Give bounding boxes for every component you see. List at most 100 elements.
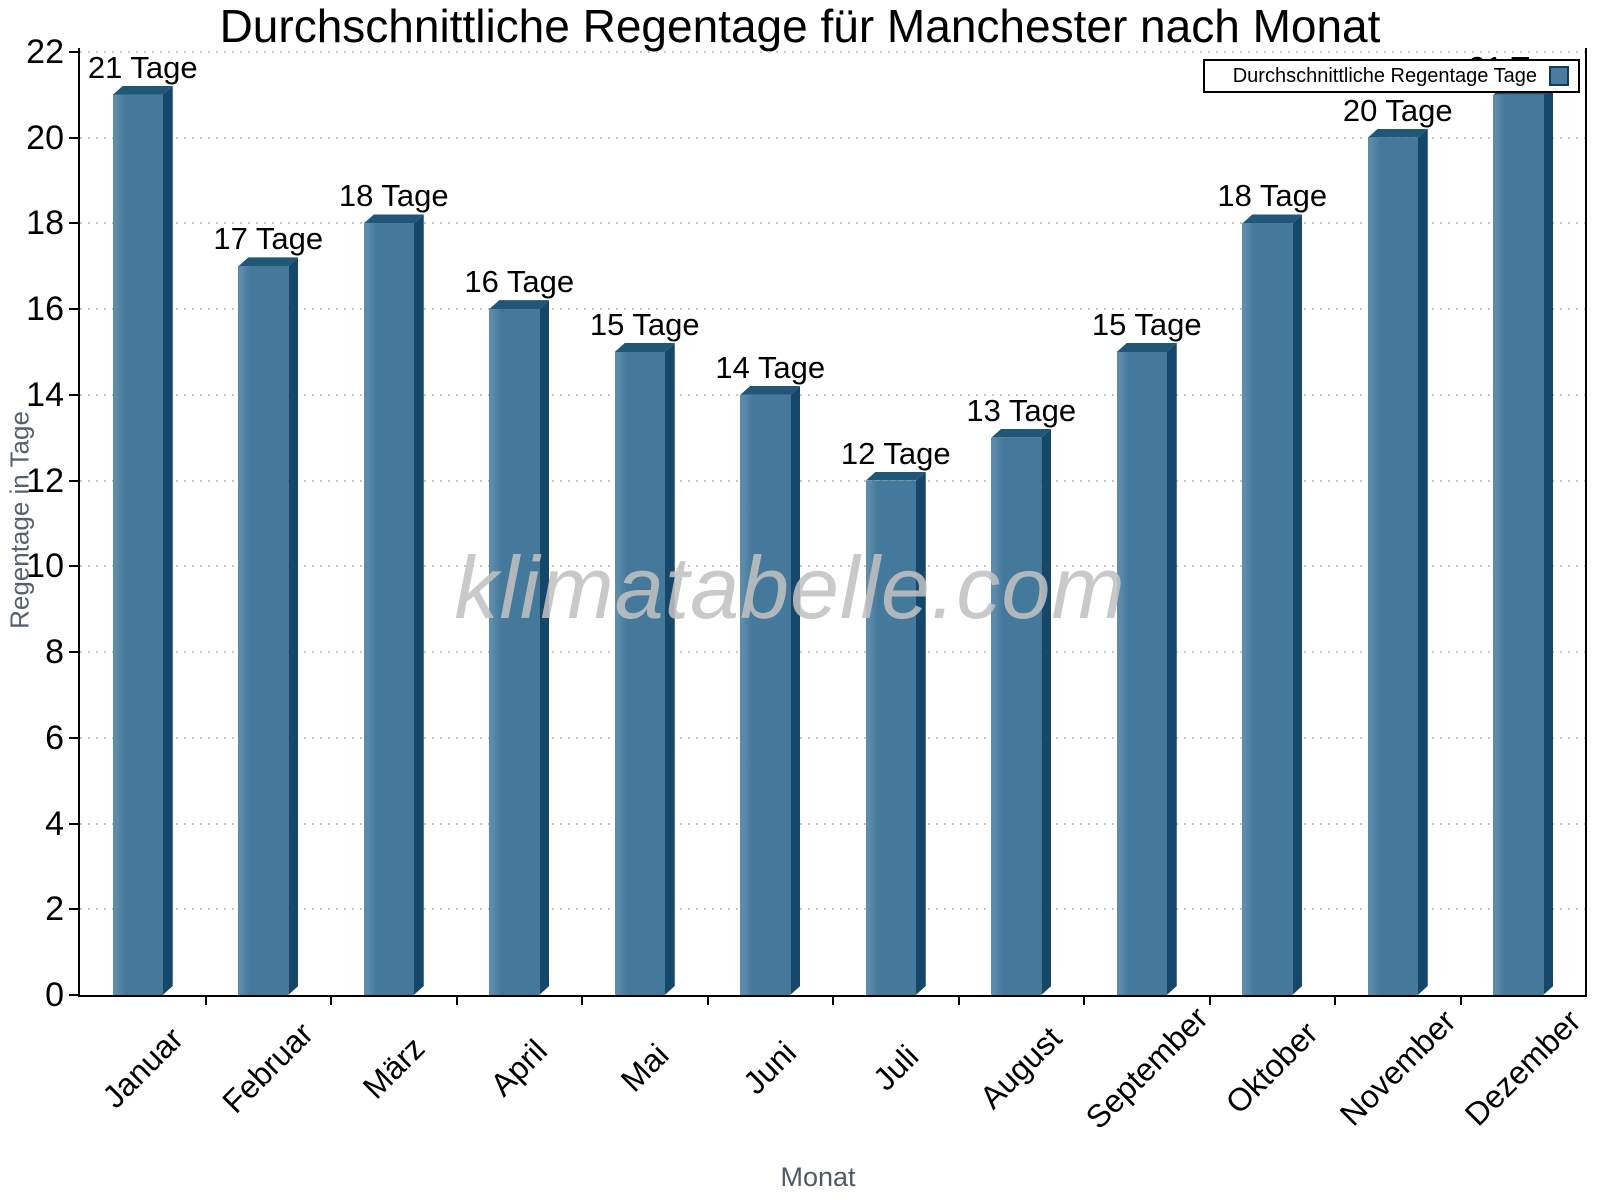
bar-value-label: 12 Tage: [840, 435, 951, 471]
x-axis-tick: [330, 995, 332, 1005]
bar-top-face: [1242, 214, 1303, 224]
bar-front-face: [489, 309, 540, 995]
bar-front-face: [1116, 352, 1167, 995]
bar-value-label: 15 Tage: [589, 307, 700, 343]
x-axis-tick: [957, 995, 960, 1005]
bar-top-face: [740, 385, 801, 395]
bar-side-face: [163, 86, 173, 995]
gridline: [80, 651, 1586, 654]
x-category-label: Januar: [95, 1020, 190, 1115]
bar-front-face: [1367, 137, 1418, 995]
bar-mai: [614, 343, 675, 995]
bar-april: [489, 300, 550, 995]
bar-side-face: [539, 300, 549, 995]
y-axis-tick: [69, 393, 79, 396]
y-tick-label: 20: [26, 118, 64, 157]
gridline: [80, 565, 1586, 568]
bar-top-face: [363, 214, 424, 224]
bar-juni: [740, 385, 801, 995]
x-axis-title: Monat: [780, 1162, 856, 1192]
bar-september: [1116, 343, 1177, 995]
right-axis-line: [1585, 48, 1587, 997]
bar-value-label: 17 Tage: [213, 221, 324, 257]
bar-side-face: [916, 472, 926, 995]
y-axis-title: Regentage in Tage: [4, 411, 35, 629]
bar-side-face: [1418, 129, 1428, 995]
bar-value-label: 14 Tage: [715, 349, 826, 385]
bar-front-face: [1242, 223, 1293, 995]
bar-side-face: [414, 214, 424, 995]
watermark: klimatabelle.com: [454, 538, 1126, 637]
bar-top-face: [489, 300, 550, 310]
y-tick-label: 14: [26, 375, 64, 414]
gridline: [80, 308, 1586, 311]
y-tick-label: 10: [26, 547, 64, 586]
chart-title: Durchschnittliche Regentage für Manchest…: [219, 0, 1381, 52]
bar-side-face: [665, 343, 675, 995]
bar-side-face: [1292, 214, 1302, 995]
bar-value-label: 15 Tage: [1091, 307, 1202, 343]
x-axis-tick: [1208, 995, 1211, 1005]
y-axis-tick: [69, 51, 79, 53]
y-tick-label: 8: [45, 633, 64, 672]
y-axis-tick: [69, 136, 79, 139]
bar-oktober: [1242, 214, 1303, 995]
gridline: [80, 736, 1586, 739]
y-axis-tick: [69, 822, 79, 825]
gridline: [80, 479, 1586, 482]
bar-juli: [865, 471, 926, 995]
gridline: [80, 393, 1586, 396]
bar-front-face: [865, 480, 916, 995]
bar-top-face: [1116, 343, 1177, 353]
legend-label: Durchschnittliche Regentage Tage: [1232, 64, 1537, 87]
bar-front-face: [238, 266, 289, 995]
y-tick-label: 22: [26, 33, 64, 71]
gridline: [80, 222, 1586, 225]
bar-top-face: [865, 471, 926, 481]
bar-januar: [112, 85, 173, 995]
bar-front-face: [614, 352, 665, 995]
gridline: [80, 908, 1586, 911]
bar-top-face: [112, 85, 173, 95]
bar-front-face: [1493, 94, 1544, 995]
bar-value-label: 18 Tage: [338, 178, 449, 214]
x-category-label: November: [1332, 1002, 1463, 1133]
bar-side-face: [1167, 343, 1177, 995]
x-axis-tick: [706, 995, 709, 1005]
x-category-label: Februar: [215, 1015, 321, 1120]
bar-front-face: [363, 223, 414, 995]
y-axis-tick: [69, 651, 79, 654]
y-tick-label: 2: [45, 890, 64, 929]
y-axis-line: [78, 48, 80, 997]
y-tick-label: 0: [45, 976, 64, 1014]
bar-top-face: [1367, 128, 1428, 138]
x-axis-tick: [1459, 995, 1462, 1005]
y-tick-label: 18: [26, 204, 64, 243]
bar-value-label: 21 Tage: [87, 49, 198, 85]
bar-front-face: [740, 394, 791, 995]
y-tick-label: 16: [26, 290, 64, 329]
y-tick-label: 4: [45, 804, 64, 843]
x-axis-line: [78, 995, 1587, 997]
bar-value-label: 20 Tage: [1342, 92, 1453, 128]
bar-side-face: [790, 386, 800, 995]
y-axis-tick: [69, 479, 79, 482]
bar-value-label: 18 Tage: [1217, 178, 1328, 214]
y-tick-label: 6: [45, 718, 64, 757]
x-axis-tick: [1083, 995, 1085, 1005]
gridline: [80, 822, 1586, 825]
x-axis-tick: [832, 995, 834, 1005]
bar-top-face: [991, 428, 1052, 438]
bar-side-face: [288, 257, 298, 995]
bar-front-face: [991, 437, 1042, 995]
gridline: [80, 136, 1586, 139]
bar-november: [1367, 128, 1428, 995]
bar-dezember: [1493, 85, 1554, 995]
x-category-label: Oktober: [1218, 1014, 1325, 1121]
x-category-label: März: [355, 1029, 432, 1106]
y-axis-tick: [69, 565, 79, 568]
x-category-label: Juli: [865, 1037, 926, 1098]
bar-side-face: [1543, 86, 1553, 995]
x-axis-tick: [204, 995, 207, 1005]
